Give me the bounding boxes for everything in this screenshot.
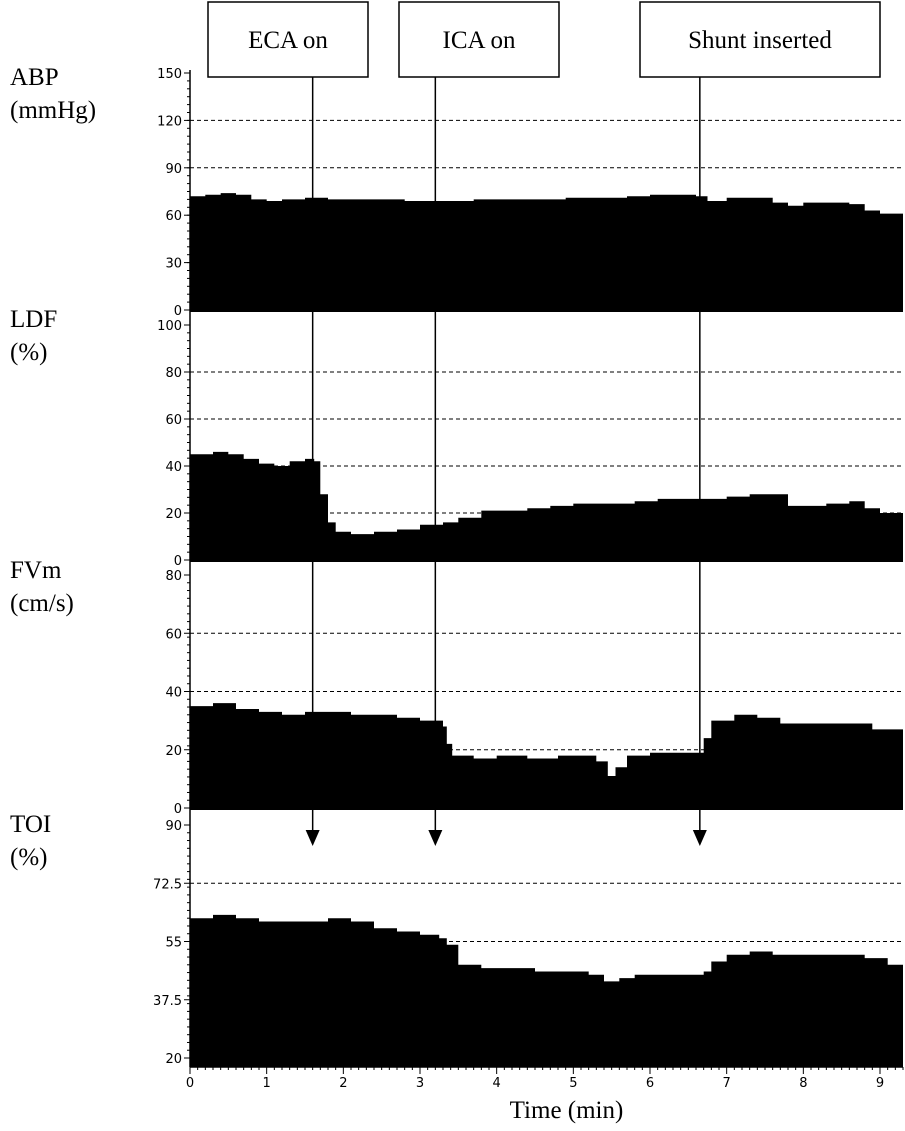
y-tick-label: 60 (165, 413, 182, 428)
x-tick-label: 3 (416, 1076, 424, 1091)
event-label: ECA on (248, 27, 328, 54)
x-tick-label: 0 (186, 1076, 194, 1091)
x-tick-label: 2 (339, 1076, 347, 1091)
x-tick-label: 4 (493, 1076, 501, 1091)
event-arrowhead (428, 830, 443, 846)
x-tick-label: 8 (799, 1076, 807, 1091)
panel-label: TOI (10, 811, 51, 838)
panel-unit: (%) (10, 844, 47, 871)
panel-label: ABP (10, 64, 59, 91)
x-tick-label: 5 (569, 1076, 577, 1091)
panel-4: 20 37.5 55 72.5 90 TOI (%) (10, 810, 903, 1067)
y-tick-label: 90 (165, 162, 182, 177)
x-tick-label: 7 (723, 1076, 731, 1091)
x-tick-label: 6 (646, 1076, 654, 1091)
panel-3: 0 20 40 60 80 FVm (cm/s) (10, 557, 903, 817)
y-tick-label: 80 (165, 366, 182, 381)
y-tick-label: 60 (165, 209, 182, 224)
y-tick-label: 72.5 (153, 877, 182, 892)
y-tick-label: 0 (174, 554, 182, 569)
y-tick-label: 37.5 (153, 994, 182, 1009)
x-tick-label: 9 (876, 1076, 884, 1091)
event-label: ICA on (443, 27, 516, 54)
event-marker: ECA on (207, 1, 369, 846)
event-box (207, 1, 369, 78)
panel-unit: (mmHg) (10, 97, 96, 124)
event-arrowhead (692, 830, 707, 846)
event-marker: ICA on (398, 1, 560, 846)
event-marker: Shunt inserted (639, 1, 881, 846)
event-box (398, 1, 560, 78)
y-tick-label: 120 (157, 114, 182, 129)
y-tick-label: 20 (165, 507, 182, 522)
y-tick-label: 0 (174, 802, 182, 817)
y-tick-label: 0 (174, 304, 182, 319)
y-tick-label: 90 (165, 819, 182, 834)
series-area (190, 451, 903, 562)
event-label: Shunt inserted (688, 27, 832, 54)
panel-label: FVm (10, 557, 62, 584)
y-tick-label: 40 (165, 686, 182, 701)
y-tick-label: 20 (165, 744, 182, 759)
panel-2: 0 20 40 60 80 100 LDF (%) (10, 306, 903, 569)
panel-unit: (cm/s) (10, 590, 74, 617)
event-box (639, 1, 881, 78)
panel-label: LDF (10, 306, 57, 333)
panel-unit: (%) (10, 339, 47, 366)
series-area (190, 914, 903, 1067)
x-axis-title: Time (min) (510, 1097, 624, 1124)
y-tick-label: 80 (165, 569, 182, 584)
event-arrowhead (305, 830, 320, 846)
y-tick-label: 30 (165, 257, 182, 272)
y-tick-label: 60 (165, 627, 182, 642)
x-tick-label: 1 (263, 1076, 271, 1091)
panel-1: 0 30 60 90 120 150 ABP (mmHg) (10, 64, 903, 319)
y-tick-label: 150 (157, 67, 182, 82)
series-area (190, 703, 903, 810)
series-area (190, 193, 903, 312)
y-tick-label: 100 (157, 319, 182, 334)
y-tick-label: 55 (165, 936, 182, 951)
y-tick-label: 20 (165, 1052, 182, 1067)
y-tick-label: 40 (165, 460, 182, 475)
